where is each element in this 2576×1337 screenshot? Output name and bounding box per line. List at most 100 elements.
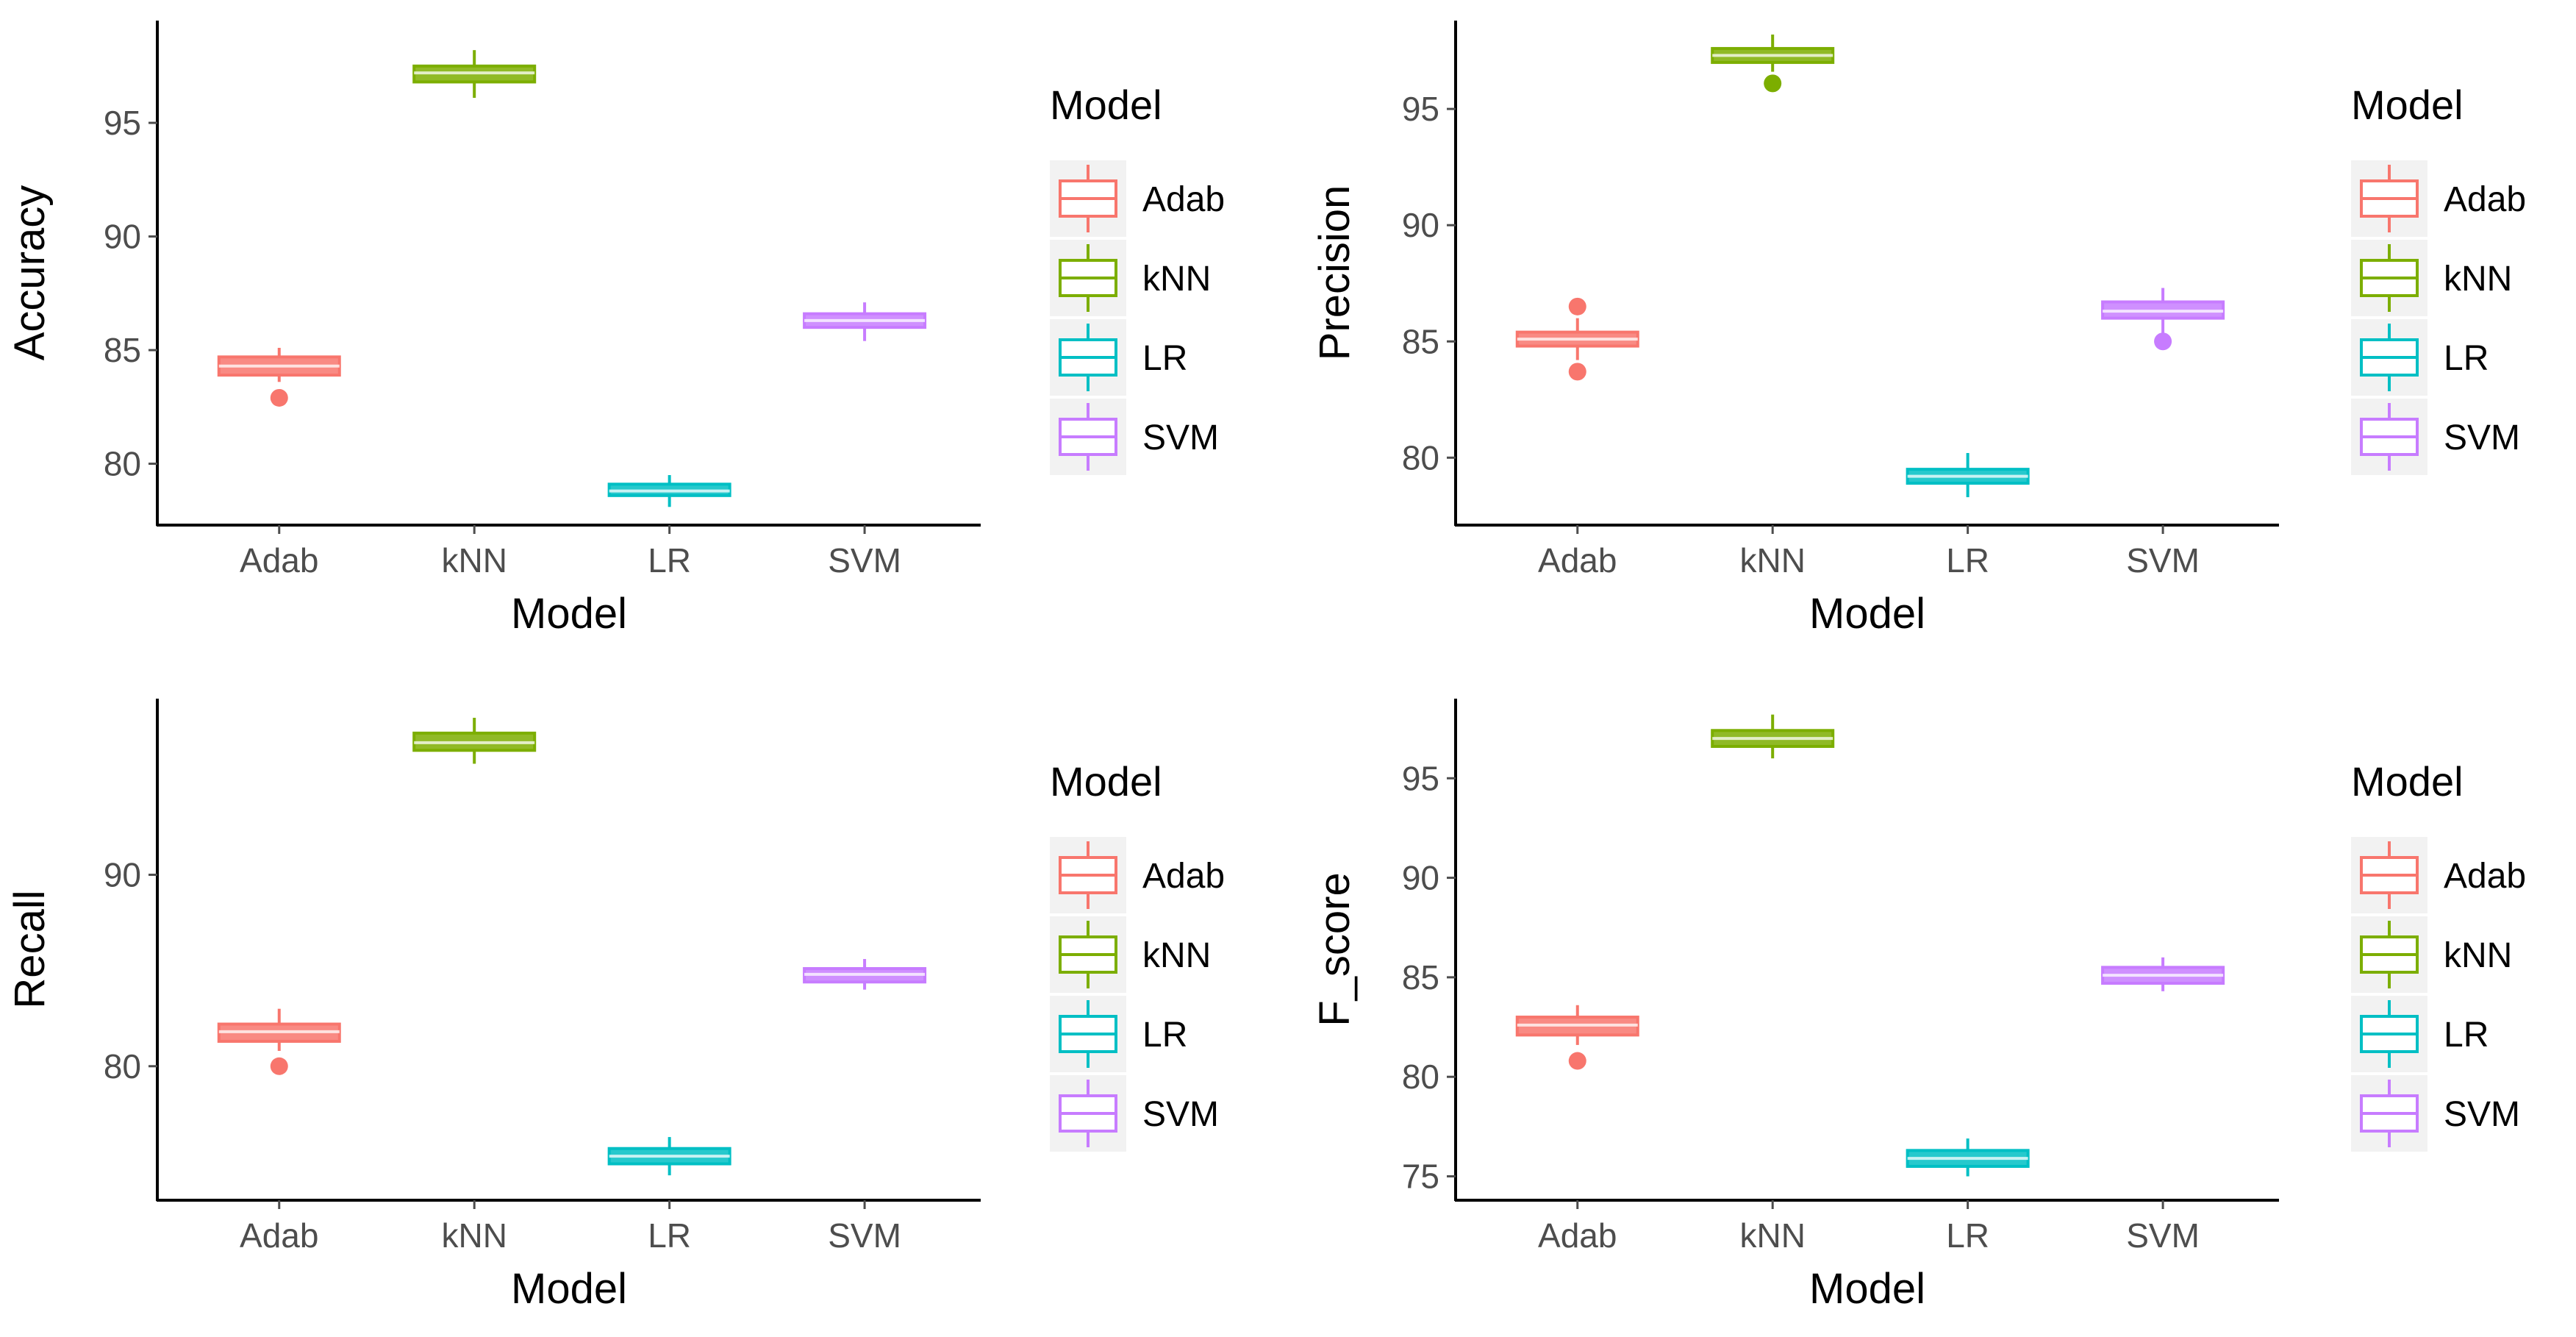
legend: Model Adab kNN LR SVM bbox=[2351, 82, 2526, 475]
box-adab bbox=[1515, 1005, 1639, 1070]
x-tick-label: SVM bbox=[2126, 541, 2200, 580]
panel-accuracy: 80 85 90 95 Adab kNN LR SVM Model Accuracy Model Ad… bbox=[6, 21, 1225, 638]
x-tick-label: LR bbox=[648, 541, 691, 580]
y-tick-label: 75 bbox=[1402, 1158, 1439, 1196]
box-svm bbox=[803, 302, 927, 341]
y-tick-label: 80 bbox=[104, 1047, 141, 1085]
x-axis-title: Model bbox=[511, 590, 627, 638]
outlier-point bbox=[2154, 332, 2172, 351]
x-tick-label: Adab bbox=[240, 541, 318, 580]
box-lr bbox=[1906, 453, 2030, 498]
y-axis-title: Recall bbox=[6, 890, 54, 1008]
panel-f-score: 75 80 85 90 95 Adab kNN LR SVM Model F_score Model A… bbox=[1311, 699, 2526, 1313]
legend-item-knn: kNN bbox=[1050, 916, 1211, 993]
legend-label: kNN bbox=[1142, 260, 1211, 299]
x-tick-label: Adab bbox=[1538, 1216, 1617, 1255]
box-knn bbox=[412, 50, 537, 99]
box-knn bbox=[1711, 34, 1835, 93]
y-axis-title: F_score bbox=[1311, 872, 1359, 1027]
outlier-point bbox=[1568, 363, 1586, 381]
legend-label: SVM bbox=[2444, 1095, 2520, 1134]
box-lr bbox=[607, 475, 731, 507]
legend: Model Adab kNN LR SVM bbox=[1050, 758, 1225, 1152]
box-adab bbox=[1515, 297, 1639, 381]
legend-item-adab: Adab bbox=[1050, 160, 1225, 237]
box-lr bbox=[607, 1137, 731, 1176]
box-svm bbox=[2101, 288, 2225, 351]
legend-item-adab: Adab bbox=[2351, 837, 2526, 913]
legend-item-adab: Adab bbox=[2351, 160, 2526, 237]
outlier-point bbox=[1568, 297, 1586, 315]
x-axis-title: Model bbox=[1809, 1265, 1925, 1313]
x-tick-label: Adab bbox=[240, 1216, 318, 1255]
x-tick-label: SVM bbox=[2126, 1216, 2200, 1255]
x-tick-label: SVM bbox=[828, 1216, 901, 1255]
legend-label: Adab bbox=[1142, 857, 1225, 896]
x-tick-label: kNN bbox=[441, 541, 507, 580]
legend-item-adab: Adab bbox=[1050, 837, 1225, 913]
legend-label: kNN bbox=[1142, 936, 1211, 975]
y-tick-label: 80 bbox=[1402, 438, 1439, 477]
legend: Model Adab kNN LR SVM bbox=[1050, 82, 1225, 475]
legend-label: kNN bbox=[2444, 260, 2512, 299]
legend-item-knn: kNN bbox=[1050, 240, 1211, 316]
legend-label: LR bbox=[2444, 339, 2489, 378]
legend-item-svm: SVM bbox=[2351, 1075, 2520, 1152]
y-tick-label: 95 bbox=[1402, 759, 1439, 797]
outlier-point bbox=[270, 388, 288, 407]
legend-title: Model bbox=[2351, 82, 2464, 128]
box-adab bbox=[217, 1008, 341, 1075]
x-axis-title: Model bbox=[511, 1265, 627, 1313]
legend-title: Model bbox=[2351, 758, 2464, 805]
legend-item-knn: kNN bbox=[2351, 240, 2512, 316]
legend-item-lr: LR bbox=[1050, 996, 1187, 1072]
legend-item-svm: SVM bbox=[1050, 1075, 1219, 1152]
y-tick-label: 95 bbox=[104, 104, 141, 142]
y-tick-label: 80 bbox=[104, 445, 141, 483]
legend-item-svm: SVM bbox=[1050, 399, 1219, 475]
box-knn bbox=[1711, 714, 1835, 759]
x-tick-label: kNN bbox=[1739, 1216, 1805, 1255]
x-tick-label: SVM bbox=[828, 541, 901, 580]
y-axis-title: Accuracy bbox=[6, 185, 54, 361]
x-axis-title: Model bbox=[1809, 590, 1925, 638]
x-tick-label: kNN bbox=[441, 1216, 507, 1255]
legend-label: SVM bbox=[1142, 1095, 1219, 1134]
panel-precision: 80 85 90 95 Adab kNN LR SVM Model Precision Model A… bbox=[1311, 21, 2526, 638]
x-tick-label: kNN bbox=[1739, 541, 1805, 580]
legend-title: Model bbox=[1050, 758, 1162, 805]
legend: Model Adab kNN LR SVM bbox=[2351, 758, 2526, 1152]
y-tick-label: 85 bbox=[104, 331, 141, 369]
y-axis-title: Precision bbox=[1311, 185, 1359, 361]
box-svm bbox=[803, 959, 927, 990]
legend-label: SVM bbox=[1142, 418, 1219, 457]
legend-label: LR bbox=[1142, 339, 1187, 378]
legend-label: LR bbox=[1142, 1016, 1187, 1055]
legend-label: Adab bbox=[2444, 857, 2526, 896]
panel-recall: 80 90 Adab kNN LR SVM Model Recall Model Adab kNN L… bbox=[6, 699, 1225, 1313]
y-tick-label: 95 bbox=[1402, 90, 1439, 128]
box-adab bbox=[217, 347, 341, 407]
legend-title: Model bbox=[1050, 82, 1162, 128]
x-tick-label: Adab bbox=[1538, 541, 1617, 580]
y-tick-label: 85 bbox=[1402, 322, 1439, 360]
legend-label: SVM bbox=[2444, 418, 2520, 457]
box-lr bbox=[1906, 1138, 2030, 1177]
outlier-point bbox=[270, 1057, 288, 1075]
x-tick-label: LR bbox=[648, 1216, 691, 1255]
x-tick-label: LR bbox=[1946, 541, 1989, 580]
outlier-point bbox=[1568, 1052, 1586, 1070]
y-tick-label: 90 bbox=[104, 218, 141, 256]
legend-item-lr: LR bbox=[2351, 319, 2489, 396]
y-tick-label: 85 bbox=[1402, 958, 1439, 996]
box-svm bbox=[2101, 957, 2225, 991]
legend-item-lr: LR bbox=[1050, 319, 1187, 396]
legend-label: Adab bbox=[2444, 180, 2526, 219]
legend-label: Adab bbox=[1142, 180, 1225, 219]
y-tick-label: 90 bbox=[1402, 859, 1439, 897]
y-tick-label: 80 bbox=[1402, 1058, 1439, 1096]
y-tick-label: 90 bbox=[1402, 206, 1439, 244]
outlier-point bbox=[1764, 74, 1782, 93]
